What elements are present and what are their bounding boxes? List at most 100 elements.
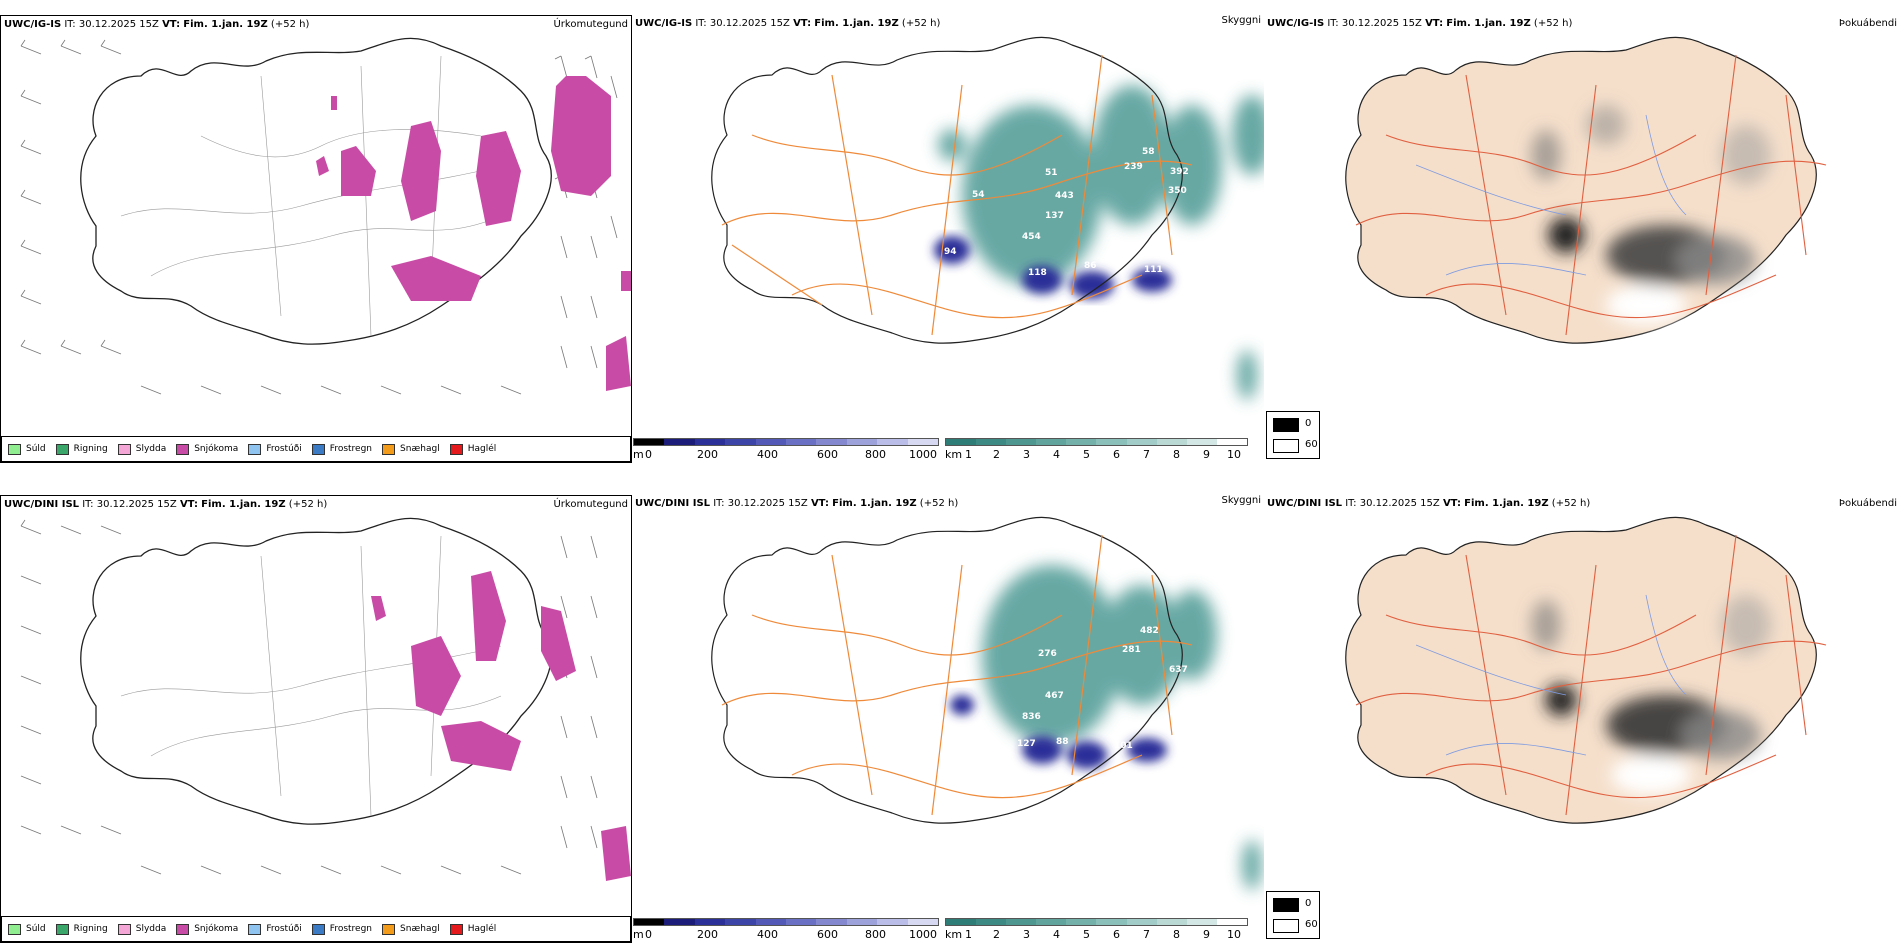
- precip-map-bottom: [20, 517, 631, 881]
- fog-panel-bottom: UWC/DINI ISL IT: 30.12.2025 15Z VT: Fim.…: [1264, 495, 1900, 943]
- cloud-label: 392: [1170, 167, 1189, 177]
- legend-swatch: [248, 923, 262, 935]
- legend-swatch: [449, 443, 463, 455]
- legend-item: Frostúði: [248, 923, 302, 935]
- height-scale-bar: [633, 438, 939, 446]
- fog-swatch: [1273, 919, 1299, 933]
- legend-item: Rigning: [55, 923, 108, 935]
- cloud-label: 836: [1022, 712, 1041, 722]
- fog-legend-top: 0 60: [1266, 411, 1320, 459]
- cloud-panel-bottom: 127 88 101 836 467 276 281 637 482 UWC/D…: [632, 495, 1264, 943]
- fog-swatch: [1273, 439, 1299, 453]
- height-unit: m: [633, 448, 644, 461]
- fog-panel-top: UWC/IG-IS IT: 30.12.2025 15Z VT: Fim. 1.…: [1264, 15, 1900, 463]
- cloud-label: 350: [1168, 186, 1187, 196]
- legend-item: Súld: [8, 443, 46, 455]
- fog-title-top: UWC/IG-IS IT: 30.12.2025 15Z VT: Fim. 1.…: [1267, 18, 1573, 29]
- cloud-title-bottom: UWC/DINI ISL IT: 30.12.2025 15Z VT: Fim.…: [635, 498, 959, 509]
- legend-item: Frostúði: [248, 443, 302, 455]
- precip-legend-bottom: Súld Rigning Slydda Snjókoma Frostúði Fr…: [1, 916, 631, 942]
- fog-swatch: [1273, 418, 1299, 432]
- legend-swatch: [248, 443, 262, 455]
- cloud-label: 482: [1140, 626, 1159, 636]
- precip-title-top: UWC/IG-IS IT: 30.12.2025 15Z VT: Fim. 1.…: [4, 19, 310, 30]
- legend-item: Súld: [8, 923, 46, 935]
- legend-swatch: [311, 923, 325, 935]
- fog-legend-bottom: 0 60: [1266, 891, 1320, 939]
- legend-item: Haglél: [449, 923, 496, 935]
- visibility-unit: km: [945, 448, 963, 461]
- legend-swatch: [311, 443, 325, 455]
- cloud-title-top: UWC/IG-IS IT: 30.12.2025 15Z VT: Fim. 1.…: [635, 18, 941, 29]
- legend-swatch: [176, 923, 190, 935]
- legend-item: Snæhagl: [382, 923, 440, 935]
- snow-areas: [316, 76, 631, 391]
- visibility-scale-bottom: km 1 2 3 4 5 6 7 8 9 10: [945, 918, 1248, 943]
- legend-swatch: [382, 923, 396, 935]
- visibility-scale-top: km 1 2 3 4 5 6 7 8 9 10: [945, 438, 1248, 463]
- cloud-label: 276: [1038, 649, 1057, 659]
- cloud-label: 281: [1122, 645, 1141, 655]
- cloud-label: 94: [944, 247, 957, 257]
- fog-map-bottom: [1345, 516, 1827, 824]
- precip-panel-bottom: UWC/DINI ISL IT: 30.12.2025 15Z VT: Fim.…: [0, 495, 632, 943]
- height-scale-bottom: m 0 200 400 600 800 1000: [633, 918, 939, 943]
- legend-item: Snæhagl: [382, 443, 440, 455]
- panel-name-cloud-bottom: Skyggni: [1221, 495, 1261, 506]
- panel-name-precip-top: Úrkomutegund: [553, 19, 628, 30]
- legend-swatch: [449, 923, 463, 935]
- cloud-label: 118: [1028, 268, 1047, 278]
- cloud-label: 239: [1124, 162, 1143, 172]
- legend-item: Slydda: [117, 443, 166, 455]
- legend-item: Snjókoma: [176, 443, 238, 455]
- fog-title-bottom: UWC/DINI ISL IT: 30.12.2025 15Z VT: Fim.…: [1267, 498, 1591, 509]
- precip-title-bottom: UWC/DINI ISL IT: 30.12.2025 15Z VT: Fim.…: [4, 499, 328, 510]
- panel-name-cloud-top: Skyggni: [1221, 15, 1261, 26]
- panel-name-fog-bottom: Þokuábendi: [1838, 498, 1897, 509]
- fog-swatch: [1273, 898, 1299, 912]
- legend-swatch: [8, 443, 21, 455]
- fog-map-top: [1345, 36, 1827, 344]
- legend-item: Rigning: [55, 443, 108, 455]
- legend-item: Slydda: [117, 923, 166, 935]
- wind-barbs: [20, 39, 618, 395]
- cloud-map-bottom: [711, 516, 1262, 890]
- legend-swatch: [8, 923, 21, 935]
- legend-swatch: [55, 923, 69, 935]
- legend-swatch: [382, 443, 396, 455]
- cloud-panel-top: 94 118 86 111 454 137 443 51 239 392 350…: [632, 15, 1264, 463]
- cloud-label: 88: [1056, 737, 1069, 747]
- legend-swatch: [117, 923, 131, 935]
- cloud-label: 127: [1017, 739, 1036, 749]
- cloud-label: 86: [1084, 261, 1097, 271]
- precip-map-top: [20, 37, 631, 395]
- cloud-label: 54: [972, 190, 985, 200]
- cloud-map-top: [711, 36, 1264, 400]
- precip-panel-top: UWC/IG-IS IT: 30.12.2025 15Z VT: Fim. 1.…: [0, 15, 632, 463]
- visibility-unit: km: [945, 928, 963, 941]
- legend-swatch: [176, 443, 190, 455]
- cloud-label: 137: [1045, 211, 1064, 221]
- legend-item: Frostregn: [311, 443, 372, 455]
- precip-legend-top: Súld Rigning Slydda Snjókoma Frostúði Fr…: [1, 436, 631, 462]
- cloud-label: 58: [1142, 147, 1155, 157]
- legend-item: Haglél: [449, 443, 496, 455]
- visibility-scale-bar: [945, 918, 1248, 926]
- height-unit: m: [633, 928, 644, 941]
- legend-item: Snjókoma: [176, 923, 238, 935]
- panel-name-fog-top: Þokuábendi: [1838, 18, 1897, 29]
- height-scale-bar: [633, 918, 939, 926]
- cloud-label: 467: [1045, 691, 1064, 701]
- cloud-label: 111: [1144, 265, 1163, 275]
- panel-name-precip-bottom: Úrkomutegund: [553, 499, 628, 510]
- visibility-scale-bar: [945, 438, 1248, 446]
- cloud-label: 454: [1022, 232, 1041, 242]
- legend-item: Frostregn: [311, 923, 372, 935]
- cloud-label: 443: [1055, 191, 1074, 201]
- legend-swatch: [55, 443, 69, 455]
- legend-swatch: [117, 443, 131, 455]
- cloud-label: 51: [1045, 168, 1058, 178]
- cloud-label: 637: [1169, 665, 1188, 675]
- cloud-label: 101: [1114, 741, 1133, 751]
- height-scale-top: m 0 200 400 600 800 1000: [633, 438, 939, 463]
